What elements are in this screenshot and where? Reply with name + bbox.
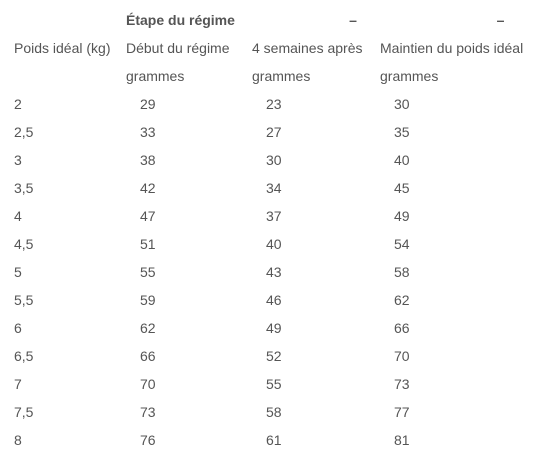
- maintenance-grams-cell: 35: [394, 124, 410, 140]
- stage-dash-2: –: [496, 12, 505, 28]
- stage-header: Étape du régime: [126, 12, 235, 28]
- start-grams-cell: 73: [140, 404, 156, 420]
- four-weeks-grams-cell: 43: [266, 264, 282, 280]
- unit-cell-4-weeks: grammes: [252, 68, 311, 84]
- start-grams-cell: 33: [140, 124, 156, 140]
- unit-cell-weight: [0, 62, 126, 90]
- weight-cell: 7: [14, 376, 22, 392]
- maintenance-grams-cell: 81: [394, 432, 410, 448]
- unit-cell-start: grammes: [126, 68, 185, 84]
- weight-cell: 6: [14, 320, 22, 336]
- maintenance-grams-cell: 30: [394, 96, 410, 112]
- maintenance-grams-cell: 70: [394, 348, 410, 364]
- start-grams-cell: 70: [140, 376, 156, 392]
- maintenance-grams-cell: 45: [394, 180, 410, 196]
- weight-cell: 3,5: [14, 180, 34, 196]
- table-row: 2,5 33 27 35: [0, 118, 547, 146]
- table-row: 3 38 30 40: [0, 146, 547, 174]
- weight-cell: 8: [14, 432, 22, 448]
- table-row: 8 76 61 81: [0, 426, 547, 454]
- maintenance-grams-cell: 73: [394, 376, 410, 392]
- start-grams-cell: 42: [140, 180, 156, 196]
- table-row: 4 47 37 49: [0, 202, 547, 230]
- four-weeks-grams-cell: 37: [266, 208, 282, 224]
- stage-dash-1: –: [349, 12, 357, 28]
- four-weeks-grams-cell: 27: [266, 124, 282, 140]
- column-header-4-weeks: 4 semaines après: [252, 40, 363, 56]
- empty-header-cell: [0, 6, 126, 34]
- four-weeks-grams-cell: 52: [266, 348, 282, 364]
- four-weeks-grams-cell: 61: [266, 432, 282, 448]
- table-row: 7 70 55 73: [0, 370, 547, 398]
- column-header-weight: Poids idéal (kg): [14, 40, 111, 56]
- start-grams-cell: 76: [140, 432, 156, 448]
- weight-cell: 2: [14, 96, 22, 112]
- table-row: 5,5 59 46 62: [0, 286, 547, 314]
- maintenance-grams-cell: 58: [394, 264, 410, 280]
- maintenance-grams-cell: 77: [394, 404, 410, 420]
- weight-cell: 7,5: [14, 404, 34, 420]
- stage-header-row: Étape du régime – –: [0, 6, 547, 34]
- weight-cell: 5,5: [14, 292, 34, 308]
- weight-cell: 6,5: [14, 348, 34, 364]
- weight-cell: 2,5: [14, 124, 34, 140]
- start-grams-cell: 62: [140, 320, 156, 336]
- four-weeks-grams-cell: 34: [266, 180, 282, 196]
- maintenance-grams-cell: 40: [394, 152, 410, 168]
- start-grams-cell: 38: [140, 152, 156, 168]
- weight-cell: 3: [14, 152, 22, 168]
- table-row: 4,5 51 40 54: [0, 230, 547, 258]
- table-body: 2 29 23 30 2,5 33 27 35 3 38 30 40 3,5 42 34 45 4 47 37 49 4…: [0, 90, 547, 454]
- table-row: 5 55 43 58: [0, 258, 547, 286]
- maintenance-grams-cell: 62: [394, 292, 410, 308]
- four-weeks-grams-cell: 49: [266, 320, 282, 336]
- weight-cell: 5: [14, 264, 22, 280]
- table-row: 6 62 49 66: [0, 314, 547, 342]
- start-grams-cell: 66: [140, 348, 156, 364]
- maintenance-grams-cell: 54: [394, 236, 410, 252]
- table-row: 7,5 73 58 77: [0, 398, 547, 426]
- start-grams-cell: 59: [140, 292, 156, 308]
- units-row: grammes grammes grammes: [0, 62, 547, 90]
- start-grams-cell: 51: [140, 236, 156, 252]
- weight-cell: 4,5: [14, 236, 34, 252]
- four-weeks-grams-cell: 46: [266, 292, 282, 308]
- feeding-table: Étape du régime – – Poids idéal (kg) Déb…: [0, 6, 547, 454]
- maintenance-grams-cell: 66: [394, 320, 410, 336]
- four-weeks-grams-cell: 58: [266, 404, 282, 420]
- unit-cell-maintenance: grammes: [380, 68, 439, 84]
- four-weeks-grams-cell: 40: [266, 236, 282, 252]
- four-weeks-grams-cell: 55: [266, 376, 282, 392]
- four-weeks-grams-cell: 30: [266, 152, 282, 168]
- four-weeks-grams-cell: 23: [266, 96, 282, 112]
- column-header-maintenance: Maintien du poids idéal: [380, 40, 524, 56]
- start-grams-cell: 29: [140, 96, 156, 112]
- weight-cell: 4: [14, 208, 22, 224]
- table-row: 6,5 66 52 70: [0, 342, 547, 370]
- start-grams-cell: 55: [140, 264, 156, 280]
- column-header-start: Début du régime: [126, 40, 230, 56]
- table-row: 2 29 23 30: [0, 90, 547, 118]
- start-grams-cell: 47: [140, 208, 156, 224]
- column-header-row: Poids idéal (kg) Début du régime 4 semai…: [0, 34, 547, 62]
- table-row: 3,5 42 34 45: [0, 174, 547, 202]
- maintenance-grams-cell: 49: [394, 208, 410, 224]
